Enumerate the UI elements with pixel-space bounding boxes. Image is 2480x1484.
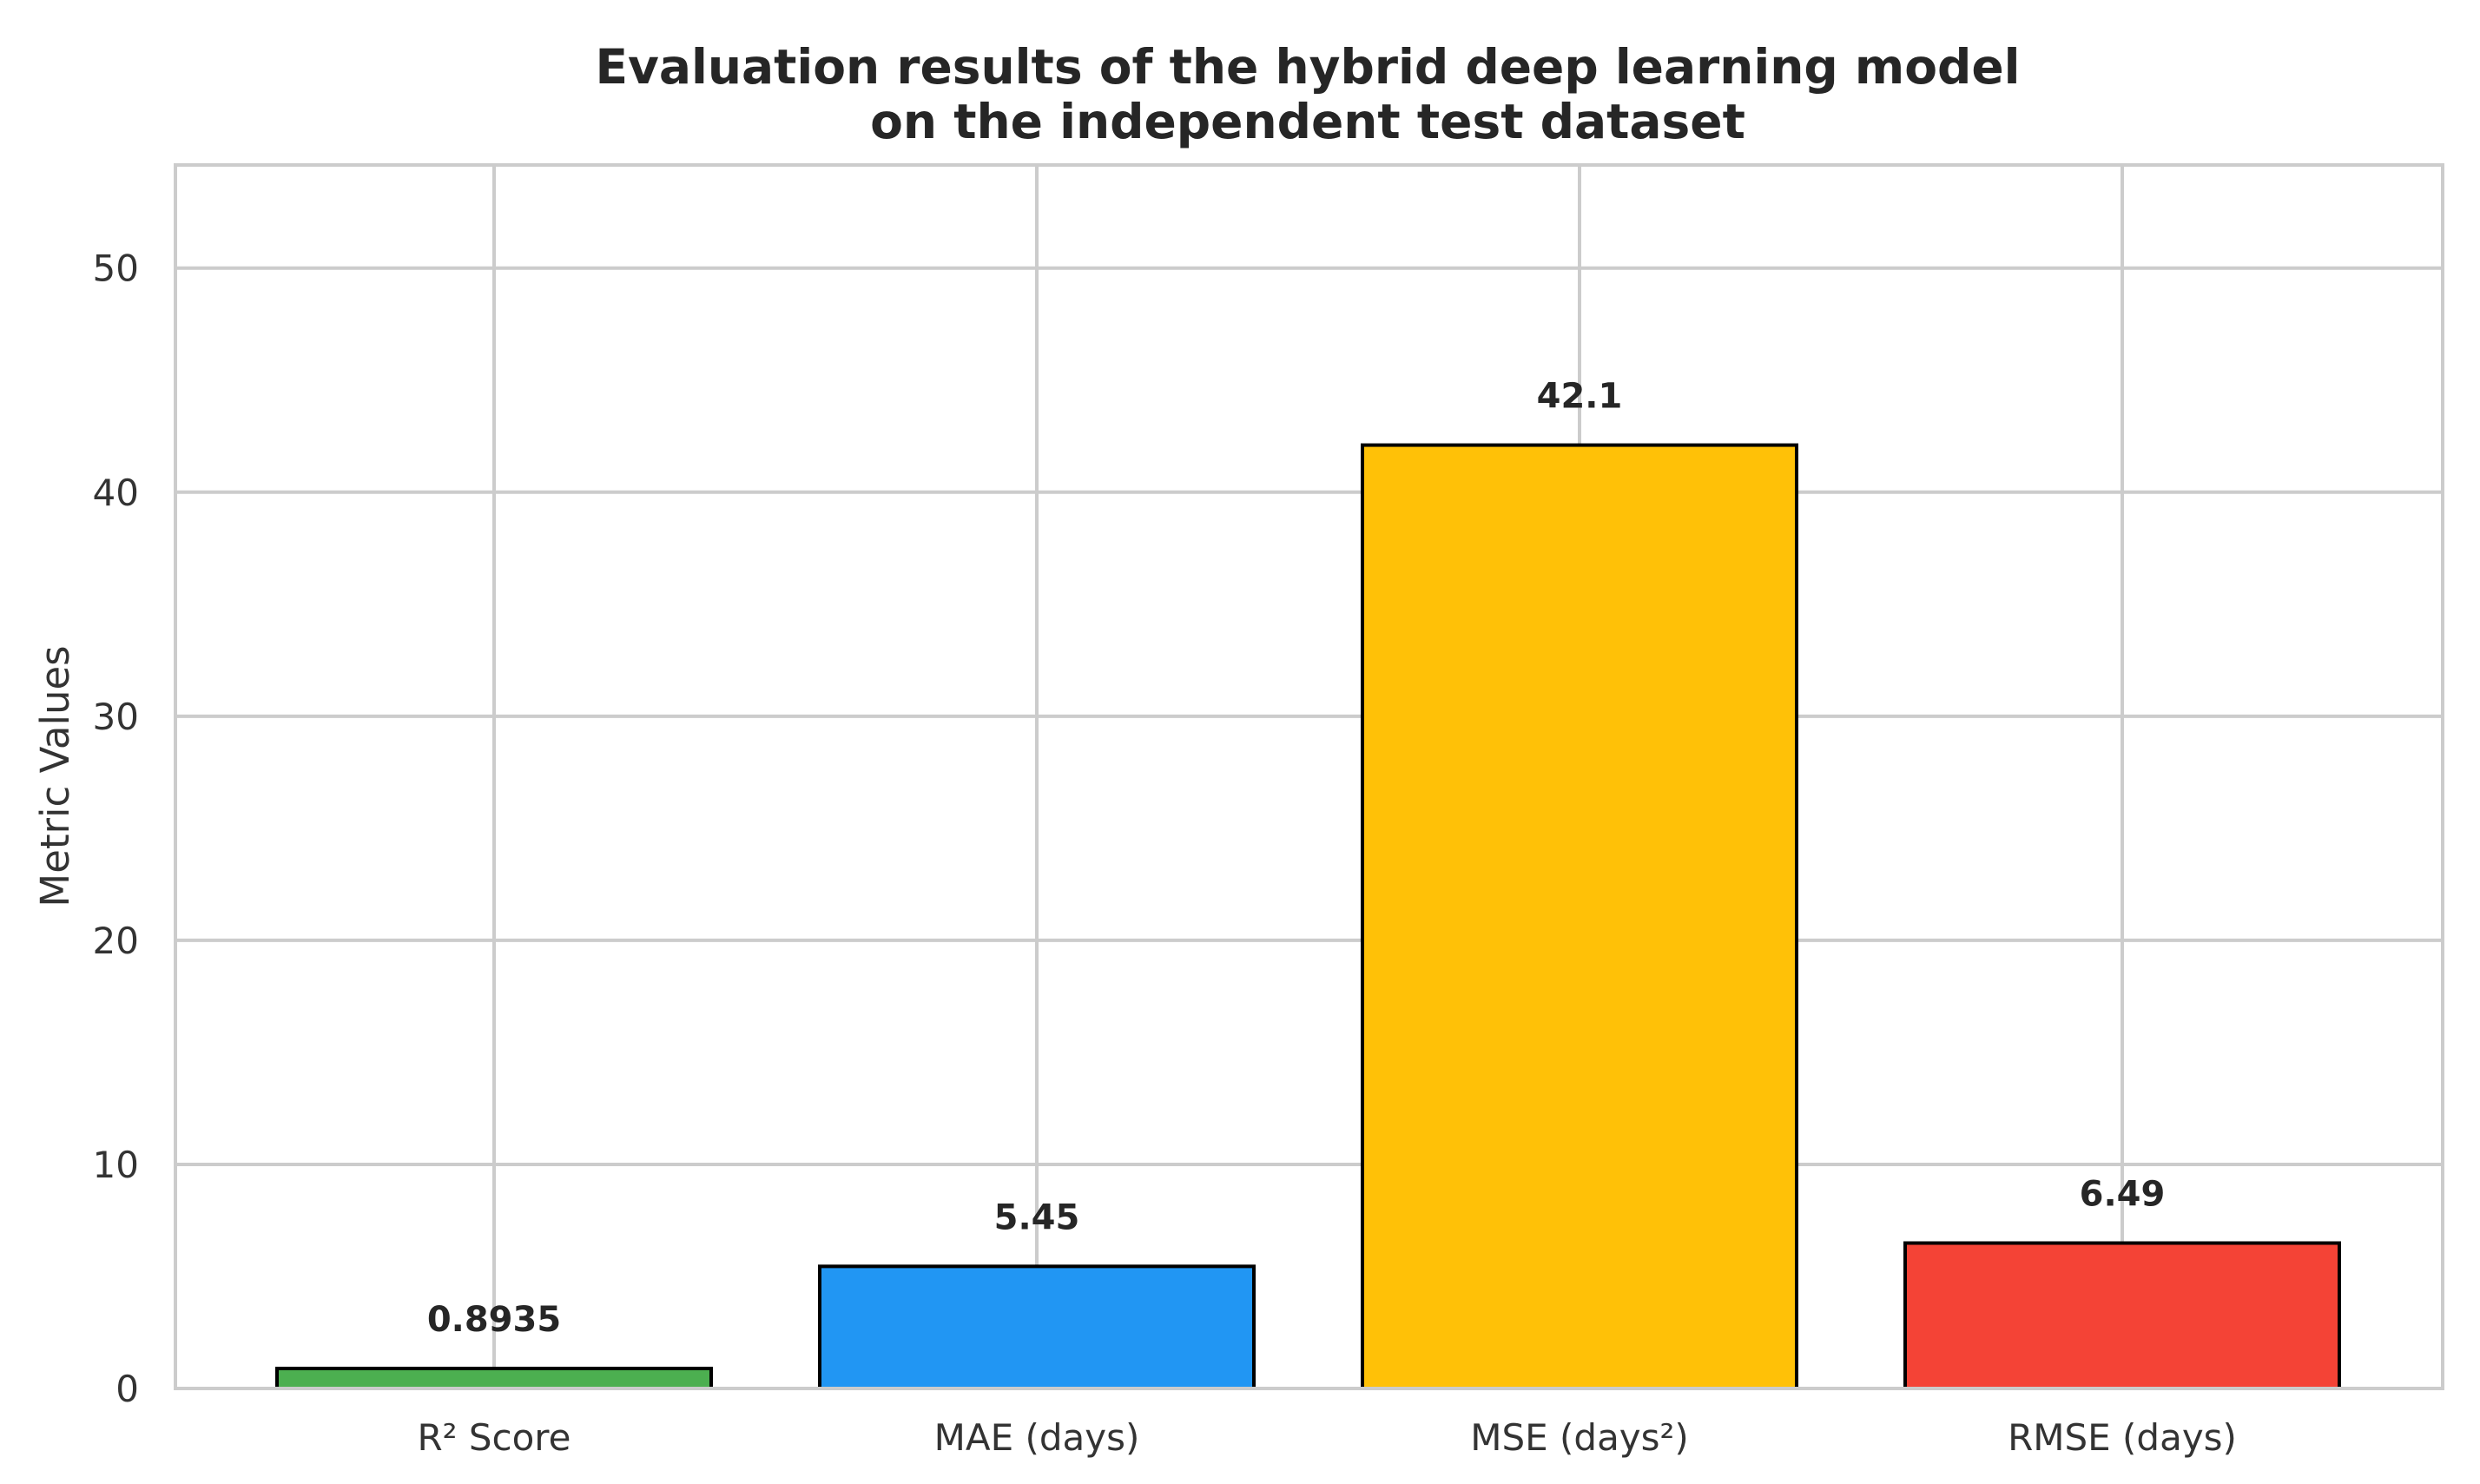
bar (1361, 443, 1798, 1390)
plot-background (175, 165, 2443, 1388)
x-tick-label: MAE (days) (934, 1416, 1140, 1459)
y-tick-label: 40 (93, 472, 139, 514)
y-tick-labels: 0 10 20 30 40 50 (93, 247, 139, 1410)
x-tick-label: MSE (days²) (1470, 1416, 1689, 1459)
plot-frame (174, 163, 2444, 1390)
bar (818, 1264, 1256, 1390)
x-tick-label: R² Score (417, 1416, 571, 1459)
bar-value-label: 6.49 (2080, 1175, 2166, 1215)
y-axis-label: Metric Values (32, 645, 78, 907)
bar (275, 1366, 713, 1391)
x-tick-labels: R² Score MAE (days) MSE (days²) RMSE (days) (417, 1416, 2236, 1459)
bar (1903, 1241, 2341, 1391)
bar-value-label: 42.1 (1537, 377, 1623, 417)
x-tick-label: RMSE (days) (2008, 1416, 2237, 1459)
y-tick-label: 30 (93, 696, 139, 738)
chart-title-line-2: on the independent test dataset (870, 94, 1745, 149)
y-tick-label: 10 (93, 1144, 139, 1186)
y-tick-label: 0 (115, 1368, 139, 1410)
chart-title: Evaluation results of the hybrid deep le… (0, 40, 2480, 149)
chart-title-line-1: Evaluation results of the hybrid deep le… (595, 39, 2021, 95)
y-tick-label: 20 (93, 920, 139, 962)
y-tick-label: 50 (93, 247, 139, 290)
bar-value-label: 5.45 (994, 1197, 1080, 1237)
bars (275, 443, 2341, 1391)
bar-value-label: 0.8935 (427, 1300, 561, 1340)
value-labels: 0.8935 5.45 42.1 6.49 (427, 377, 2166, 1340)
